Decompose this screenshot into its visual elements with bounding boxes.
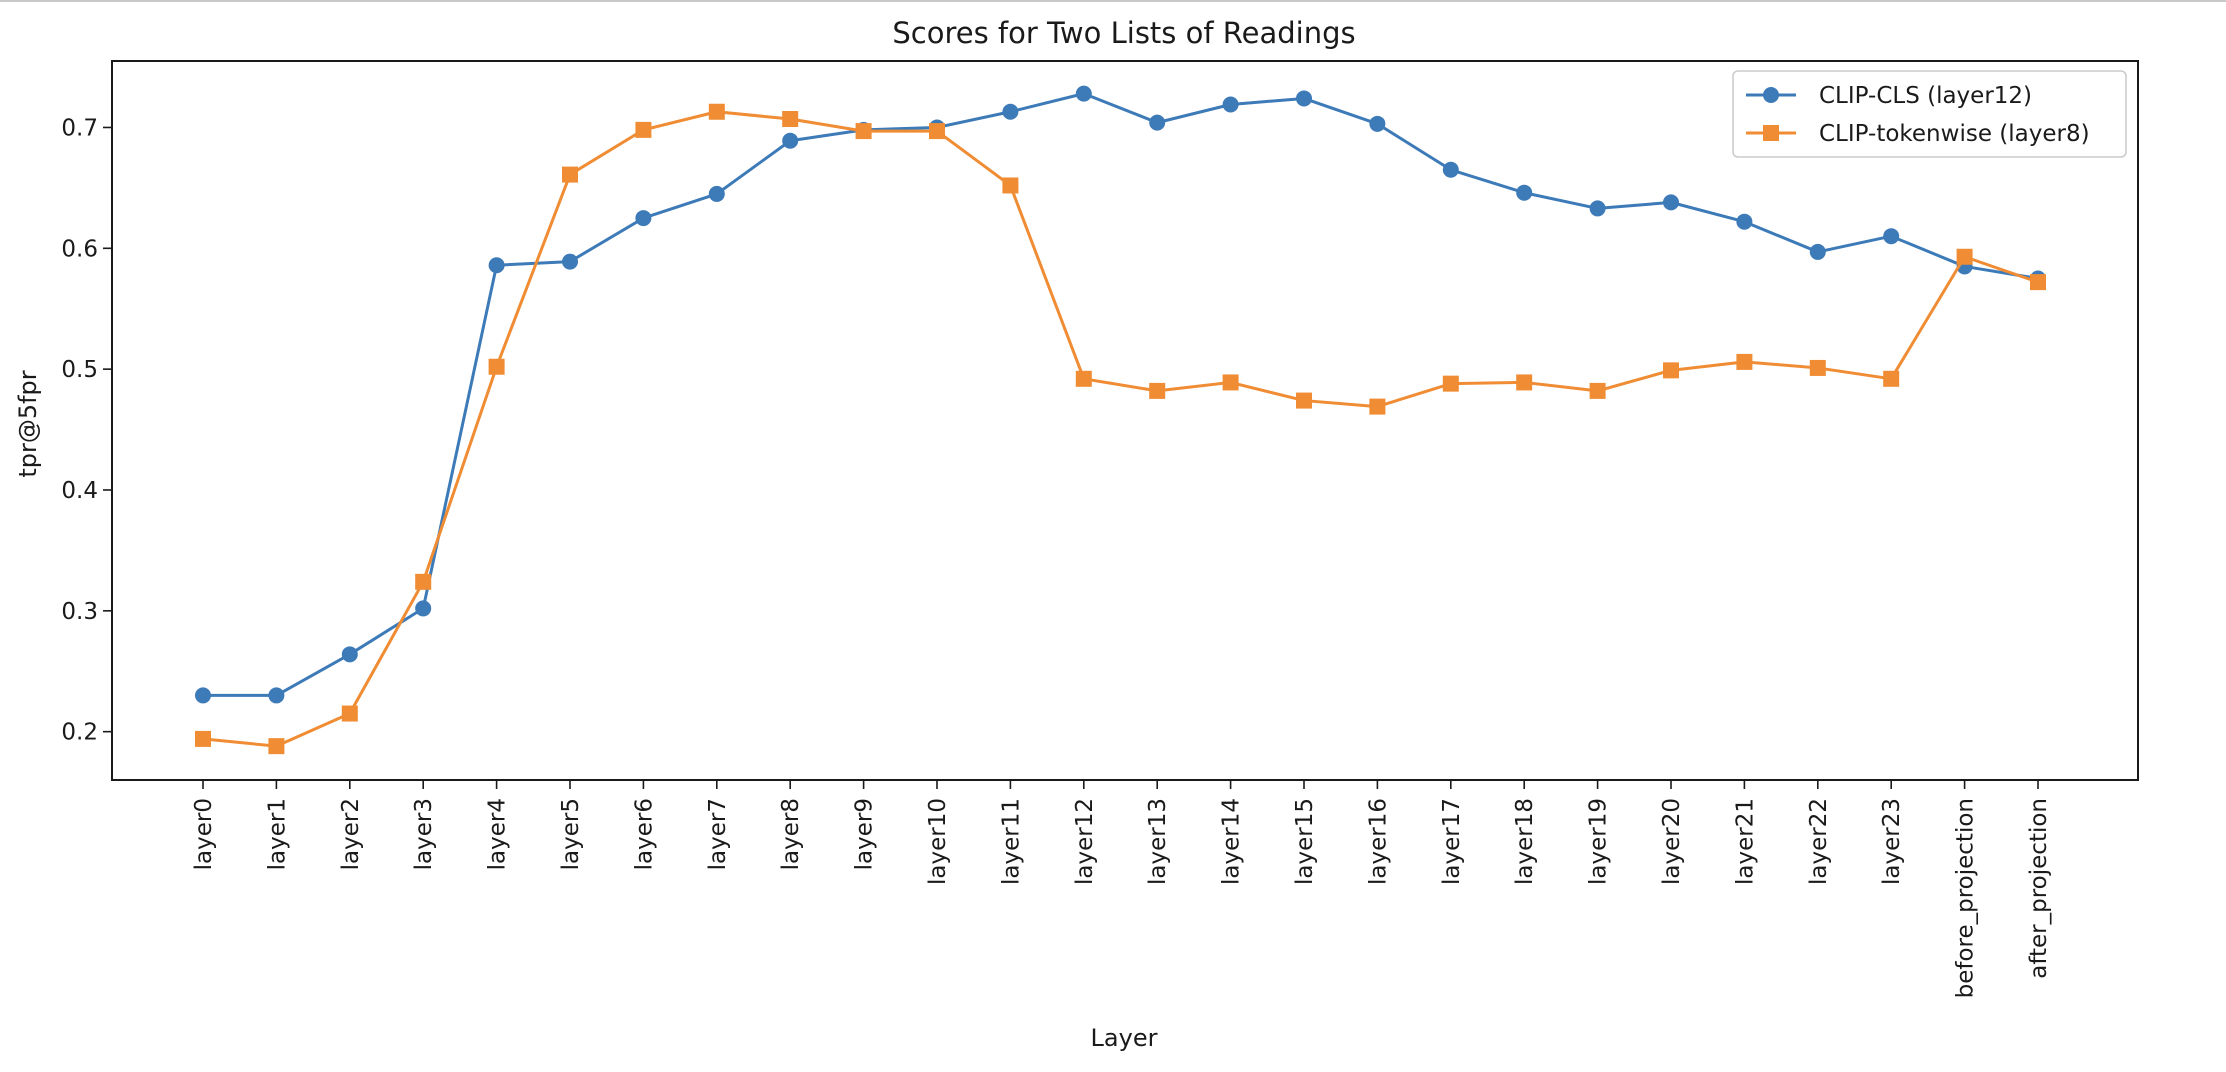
data-point (562, 166, 578, 183)
series-line (203, 92, 2039, 697)
data-point (782, 111, 799, 128)
data-point (341, 646, 358, 663)
x-tick-label: layer20 (1659, 798, 1685, 885)
data-point (562, 253, 578, 270)
x-tick-label: layer15 (1292, 798, 1318, 885)
data-point (341, 705, 358, 722)
x-tick-label: layer19 (1586, 798, 1612, 885)
data-point (1516, 184, 1533, 201)
x-tick-label: layer4 (485, 798, 511, 870)
data-point (1516, 374, 1533, 391)
series-line (202, 110, 2039, 748)
x-tick-label: after_projection (2026, 798, 2052, 979)
data-point (1222, 374, 1239, 391)
data-point (195, 687, 211, 704)
data-point (1809, 243, 1826, 260)
data-point (635, 210, 652, 227)
data-point (1663, 362, 1679, 379)
data-point (1296, 392, 1312, 409)
data-point (708, 185, 725, 202)
y-tick-label: 0.2 (61, 720, 98, 746)
x-tick-label: layer22 (1806, 798, 1832, 885)
data-point (1002, 103, 1019, 120)
data-point (1442, 375, 1459, 392)
data-point (1075, 370, 1092, 387)
data-point (1296, 90, 1312, 107)
y-tick-label: 0.5 (61, 357, 98, 383)
x-axis-label: Layer (1091, 1024, 1158, 1052)
x-tick-label: layer12 (1072, 798, 1098, 885)
data-point (195, 730, 211, 747)
x-tick-label: layer14 (1219, 798, 1245, 885)
x-tick-label: before_projection (1953, 798, 1979, 998)
data-point (708, 103, 725, 120)
data-point (1149, 114, 1166, 131)
data-point (1075, 85, 1092, 102)
legend-marker (1763, 125, 1779, 141)
data-point (2030, 274, 2046, 291)
x-tick-label: layer13 (1145, 798, 1171, 885)
series-2 (195, 103, 2046, 755)
data-point (415, 573, 432, 590)
data-point (488, 257, 505, 274)
data-point (855, 123, 872, 140)
data-point (1369, 398, 1386, 415)
data-point (488, 358, 505, 375)
legend-label: CLIP-tokenwise (layer8) (1819, 121, 2090, 147)
y-tick-label: 0.6 (61, 236, 98, 262)
plot-frame (111, 60, 2139, 781)
data-point (929, 123, 945, 140)
x-tick-label: layer2 (338, 798, 364, 870)
x-tick-label: layer5 (558, 798, 584, 870)
data-point (268, 687, 285, 704)
y-tick-label: 0.7 (61, 115, 98, 141)
y-tick-label: 0.4 (61, 478, 98, 504)
x-tick-label: layer3 (411, 798, 437, 870)
data-point (782, 132, 799, 149)
data-point (1883, 370, 1900, 387)
x-tick-label: layer9 (852, 798, 878, 870)
legend-label: CLIP-CLS (layer12) (1819, 83, 2032, 109)
data-point (1589, 382, 1606, 399)
x-tick-label: layer8 (778, 798, 804, 870)
x-tick-label: layer18 (1512, 798, 1538, 885)
data-point (415, 600, 432, 617)
legend: CLIP-CLS (layer12) CLIP-tokenwise (layer8… (1732, 70, 2127, 158)
y-tick-label: 0.3 (61, 599, 98, 625)
x-tick-label: layer1 (264, 798, 290, 870)
data-point (1956, 248, 1973, 265)
x-tick-label: layer7 (705, 798, 731, 870)
data-point (635, 121, 652, 138)
y-axis-label: tpr@5fpr (14, 370, 42, 477)
x-tick-label: layer6 (631, 798, 657, 870)
x-tick-label: layer23 (1879, 798, 1905, 885)
x-tick-label: layer11 (998, 798, 1024, 885)
data-point (1002, 177, 1019, 194)
data-point (1883, 228, 1900, 245)
data-point (1589, 200, 1606, 217)
data-point (1222, 96, 1239, 113)
x-tick-label: layer10 (925, 798, 951, 885)
plot-area: 0.2 0.3 0.4 0.5 0.6 0.7 layer0 layer1 layer2 laye… (61, 60, 2139, 998)
data-point (1442, 161, 1459, 178)
data-point (1736, 213, 1753, 230)
data-point (1809, 359, 1826, 376)
x-tick-label: layer0 (191, 798, 217, 870)
data-point (1663, 194, 1679, 211)
data-point (268, 738, 285, 755)
chart-title: Scores for Two Lists of Readings (892, 16, 1355, 50)
x-tick-label: layer16 (1365, 798, 1391, 885)
data-point (1149, 382, 1166, 399)
data-point (1736, 353, 1753, 370)
x-tick-label: layer21 (1732, 798, 1758, 885)
x-tick-label: layer17 (1439, 798, 1465, 885)
data-point (1369, 115, 1386, 132)
legend-marker (1763, 87, 1779, 103)
legend-box (1732, 70, 2127, 158)
